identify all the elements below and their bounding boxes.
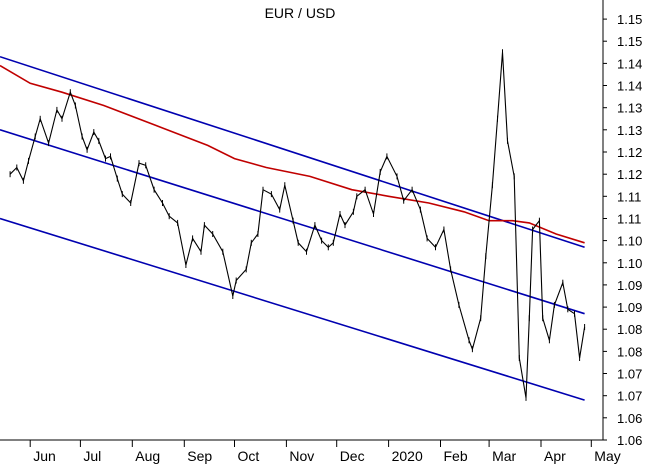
x-tick-label-3: Aug: [135, 448, 160, 464]
y-tick-label-18: 1.06: [617, 411, 642, 426]
y-tick-label-9: 1.11: [617, 212, 641, 227]
x-tick-label-11: Apr: [544, 448, 566, 464]
y-tick-label-11: 1.10: [617, 256, 642, 271]
y-tick-label-7: 1.12: [617, 167, 642, 182]
channel-middle-line: [0, 129, 585, 315]
x-axis: yJunJulAugSepOctNovDec2020FebMarAprMay: [0, 439, 621, 464]
y-tick-label-5: 1.13: [617, 123, 642, 138]
x-tick-label-1: Jun: [33, 448, 56, 464]
y-tick-label-4: 1.13: [617, 101, 642, 116]
x-tick-label-12: May: [594, 448, 620, 464]
x-tick-label-4: Sep: [187, 448, 212, 464]
price-line: [9, 52, 586, 398]
channel-lines: [0, 55, 585, 401]
x-tick-label-9: Feb: [444, 448, 468, 464]
y-tick-label-10: 1.10: [617, 234, 642, 249]
x-tick-label-2: Jul: [83, 448, 101, 464]
y-axis: 1.15 1.15 1.14 1.14 1.13 1.13 1.12 1.12 1.11 1.11…: [602, 0, 642, 448]
y-tick-label-0: 1.15: [617, 12, 642, 27]
x-tick-label-8: 2020: [392, 448, 423, 464]
y-tick-label-17: 1.07: [617, 389, 642, 404]
y-tick-label-1: 1.15: [617, 34, 642, 49]
y-tick-label-2: 1.14: [617, 56, 642, 71]
y-tick-label-6: 1.12: [617, 145, 642, 160]
y-tick-label-8: 1.11: [617, 189, 641, 204]
channel-lower-line: [0, 217, 585, 401]
x-tick-label-6: Nov: [289, 448, 314, 464]
y-tick-label-15: 1.08: [617, 344, 642, 359]
chart-title: EUR / USD: [265, 5, 336, 21]
y-tick-label-16: 1.07: [617, 367, 642, 382]
x-tick-label-10: Mar: [492, 448, 516, 464]
y-tick-label-14: 1.08: [617, 322, 642, 337]
channel-upper-line: [0, 55, 585, 249]
x-tick-label-5: Oct: [238, 448, 260, 464]
x-tick-label-7: Dec: [340, 448, 365, 464]
price-series: [9, 49, 586, 401]
y-tick-label-3: 1.14: [617, 79, 642, 94]
y-tick-label-12: 1.09: [617, 278, 642, 293]
y-tick-label-13: 1.09: [617, 300, 642, 315]
y-tick-label-19: 1.06: [617, 433, 642, 448]
